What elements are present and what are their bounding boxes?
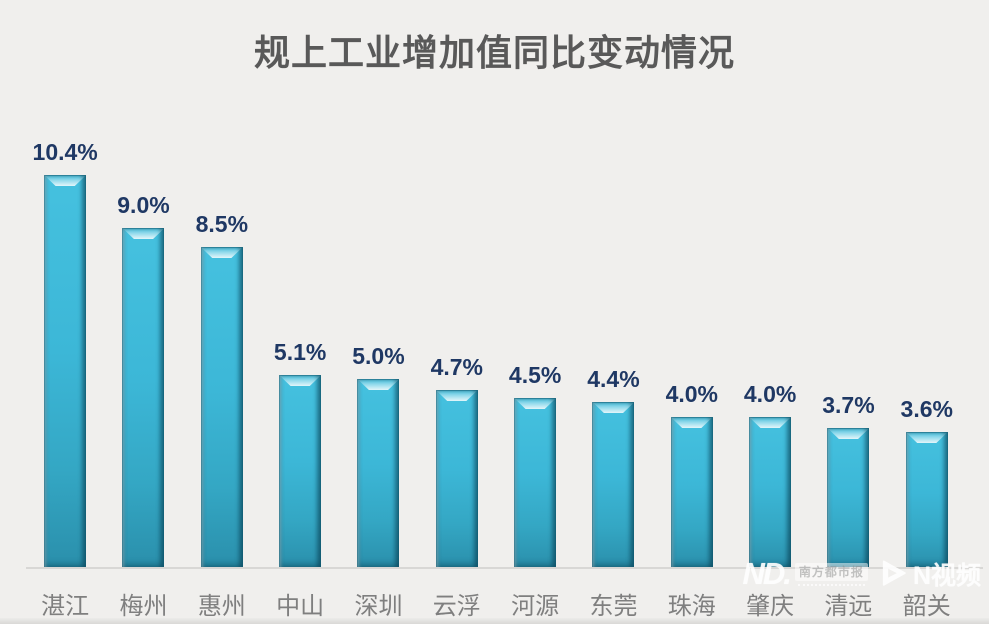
chart-title: 规上工业增加值同比变动情况: [253, 32, 735, 73]
category-label: 湛江: [41, 593, 90, 620]
bar-value-label: 8.5%: [195, 211, 249, 237]
bar: [44, 175, 87, 568]
category-label: 东莞: [589, 593, 638, 620]
bar-value-label: 5.0%: [352, 343, 405, 369]
bar-column: 9.0%: [104, 68, 182, 568]
bar-column: 5.0%: [339, 68, 417, 568]
category-label: 梅州: [119, 593, 168, 620]
bar-column: 4.7%: [418, 68, 496, 568]
bar-value-label: 4.0%: [665, 381, 718, 407]
bar-column: 4.5%: [496, 68, 574, 568]
bar-column: 10.4%: [26, 68, 104, 568]
bar-value-label: 9.0%: [117, 192, 170, 218]
bar-column: 3.7%: [809, 68, 887, 568]
category-label: 河源: [511, 593, 560, 620]
category-label: 肇庆: [746, 593, 795, 620]
bar: [905, 432, 948, 568]
bars-row: 10.4% 9.0% 8.5% 5.1% 5.0% 4.7% 4.5% 4.4%…: [26, 68, 966, 568]
bar: [279, 375, 322, 568]
bar-value-label: 4.5%: [508, 362, 562, 388]
bar: [122, 228, 165, 568]
bar-column: 4.0%: [653, 68, 731, 568]
bar-value-label: 3.6%: [900, 396, 953, 422]
bar: [435, 390, 478, 568]
category-label: 清远: [824, 593, 873, 620]
categories-row: 湛江 梅州 惠州 中山 深圳 云浮 河源 东莞 珠海 肇庆 清远 韶关: [26, 586, 966, 621]
bar-value-label: 5.1%: [273, 339, 327, 365]
category-label: 韶关: [902, 593, 951, 620]
category-label: 惠州: [197, 593, 246, 620]
bar-value-label: 10.4%: [32, 139, 98, 165]
bar: [514, 398, 557, 568]
bar-column: 4.4%: [574, 68, 652, 568]
category-label: 珠海: [667, 593, 716, 620]
bar: [749, 417, 792, 568]
bar: [592, 402, 635, 568]
bar-column: 4.0%: [731, 68, 809, 568]
bar: [827, 428, 870, 568]
x-axis-line: [26, 567, 983, 569]
bar-value-label: 3.7%: [822, 392, 875, 418]
bar: [670, 417, 713, 568]
bar: [200, 247, 243, 568]
bar-value-label: 4.0%: [743, 381, 797, 407]
bar-value-label: 4.7%: [430, 354, 484, 380]
category-label: 云浮: [432, 593, 481, 620]
bar-column: 8.5%: [183, 68, 261, 568]
category-label: 中山: [276, 593, 325, 620]
category-label: 深圳: [354, 593, 403, 620]
bar-column: 5.1%: [261, 68, 339, 568]
bar-column: 3.6%: [888, 68, 966, 568]
bar-value-label: 4.4%: [587, 366, 640, 392]
bottom-edge: [0, 618, 989, 624]
bar: [357, 379, 400, 568]
